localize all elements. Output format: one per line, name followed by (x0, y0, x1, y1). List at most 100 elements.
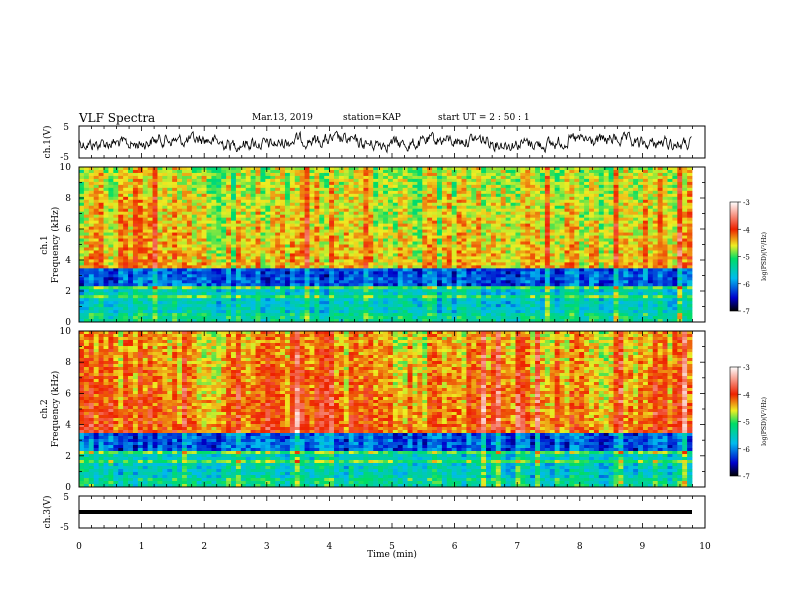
spectrogram-cell (211, 214, 217, 219)
spectrogram-cell (481, 274, 487, 278)
spectrogram-cell (657, 220, 663, 225)
spectrogram-cell (245, 232, 252, 236)
spectrogram-cell (132, 226, 139, 230)
spectrogram-cell (510, 202, 516, 207)
spectrogram-cell (338, 190, 345, 195)
spectrogram-cell (633, 247, 639, 251)
spectrogram-cell (549, 181, 556, 186)
spectrogram-cell (574, 169, 580, 174)
spectrogram-cell (481, 241, 487, 245)
spectrogram-cell (383, 205, 389, 210)
spectrogram-cell (79, 208, 85, 213)
spectrogram-cell (280, 241, 286, 245)
spectrogram-cell (353, 175, 359, 180)
spectrogram-cell (436, 235, 443, 239)
spectrogram-cell (368, 172, 374, 177)
spectrogram-cell (422, 232, 428, 236)
spectrogram-cell (343, 167, 350, 171)
spectrogram-cell (83, 196, 90, 201)
spectrogram-cell (613, 229, 619, 233)
spectrogram-cell (500, 232, 507, 236)
spectrogram-cell (162, 274, 168, 278)
spectrogram-cell (334, 247, 340, 251)
spectrogram-cell (98, 274, 104, 278)
spectrogram-cell (383, 250, 389, 254)
spectrogram-cell (123, 178, 129, 183)
spectrogram-cell (628, 232, 634, 236)
spectrogram-cell (618, 167, 624, 171)
spectrogram-cell (461, 181, 467, 186)
spectrogram-cell (486, 274, 492, 278)
spectrogram-cell (299, 196, 305, 201)
spectrogram-cell (211, 271, 217, 275)
spectrogram-cell (147, 262, 153, 266)
spectrogram-cell (633, 190, 639, 195)
spectrogram-cell (162, 262, 168, 266)
spectrogram-cell (638, 184, 644, 189)
spectrogram-cell (525, 232, 531, 236)
spectrogram-cell (652, 259, 659, 263)
spectrogram-cell (177, 256, 183, 260)
spectrogram-cell (284, 262, 291, 266)
spectrogram-cell (240, 241, 247, 245)
spectrogram-cell (544, 259, 551, 263)
spectrogram-cell (128, 280, 134, 284)
spectrogram-cell (486, 265, 492, 269)
spectrogram-cell (309, 169, 315, 174)
spectrogram-cell (387, 250, 394, 254)
spectrogram-cell (539, 238, 546, 242)
spectrogram-cell (417, 253, 423, 257)
spectrogram-cell (270, 229, 276, 233)
spectrogram-cell (226, 220, 232, 225)
spectrogram-cell (628, 202, 634, 207)
spectrogram-cell (461, 211, 467, 216)
spectrogram-cell (231, 274, 237, 278)
spectrogram-cell (329, 259, 335, 263)
spectrogram-cell (93, 220, 100, 225)
spectrogram-cell (338, 172, 345, 177)
spectrogram-cell (525, 247, 531, 251)
spectrogram-cell (299, 172, 305, 177)
spectrogram-cell (358, 196, 364, 201)
spectrogram-cell (608, 190, 614, 195)
spectrogram-cell (441, 167, 448, 171)
spectrogram-cell (211, 274, 217, 278)
spectrogram-cell (329, 238, 335, 242)
spectrogram-cell (525, 208, 531, 213)
spectrogram-cell (245, 280, 252, 284)
spectrogram-cell (338, 202, 345, 207)
spectrogram-cell (329, 184, 335, 189)
spectrogram-cell (436, 265, 443, 269)
spectrogram-cell (554, 205, 560, 210)
spectrogram-cell (319, 193, 325, 198)
spectrogram-cell (191, 241, 198, 245)
spectrogram-cell (441, 247, 448, 251)
spectrogram-cell (544, 205, 551, 210)
spectrogram-cell (132, 193, 139, 198)
spectrogram-cell (530, 253, 536, 257)
spectrogram-cell (289, 187, 296, 192)
spectrogram-cell (181, 196, 188, 201)
spectrogram-cell (387, 232, 394, 236)
spectrogram-cell (186, 184, 193, 189)
spectrogram-cell (118, 169, 124, 174)
spectrogram-cell (167, 268, 173, 272)
spectrogram-cell (417, 211, 423, 216)
spectrogram-cell (461, 220, 467, 225)
spectrogram-cell (157, 199, 163, 204)
spectrogram-cell (284, 247, 291, 251)
spectrogram-cell (280, 202, 286, 207)
spectrogram-cell (289, 178, 296, 183)
spectrogram-cell (589, 238, 595, 242)
spectrogram-cell (535, 217, 541, 222)
spectrogram-cell (402, 167, 408, 171)
spectrogram-cell (373, 190, 379, 195)
spectrogram-cell (186, 238, 193, 242)
spectrogram-cell (137, 190, 144, 195)
spectrogram-cell (530, 280, 536, 284)
spectrogram-cell (422, 217, 428, 222)
spectrogram-cell (613, 259, 619, 263)
spectrogram-cell (638, 190, 644, 195)
spectrogram-cell (476, 265, 482, 269)
spectrogram-cell (490, 217, 497, 222)
